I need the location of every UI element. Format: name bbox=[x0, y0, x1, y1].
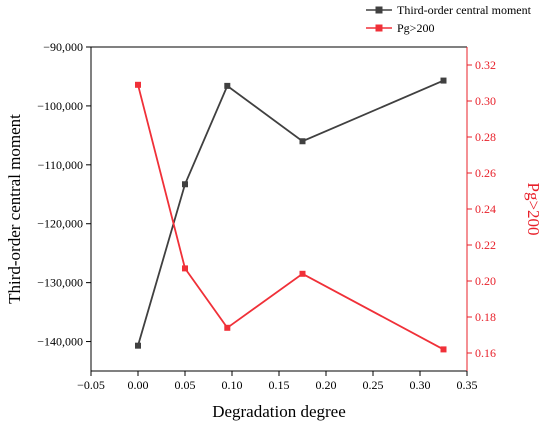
left-axis-title: Third-order central moment bbox=[5, 114, 24, 304]
x-tick-label: 0.10 bbox=[222, 378, 243, 392]
data-point-third-order bbox=[299, 138, 306, 145]
legend: Third-order central moment Pg>200 bbox=[366, 3, 532, 35]
right-tick-label: 0.28 bbox=[475, 130, 496, 144]
legend-label-pg200: Pg>200 bbox=[397, 21, 434, 35]
left-tick-label: −90,000 bbox=[43, 40, 83, 54]
series-line-pg200 bbox=[137, 84, 444, 351]
left-tick-label: −140,000 bbox=[37, 335, 83, 349]
data-point-third-order bbox=[224, 82, 231, 89]
right-axis-ticks: 0.16 0.18 0.20 0.22 0.24 0.26 0.28 0.30 0.32 bbox=[467, 58, 496, 360]
right-tick-label: 0.18 bbox=[475, 310, 496, 324]
data-point-third-order bbox=[440, 77, 447, 84]
right-tick-label: 0.32 bbox=[475, 58, 496, 72]
data-point-pg200 bbox=[182, 265, 188, 272]
right-axis-title: Pg>200 bbox=[524, 182, 543, 235]
left-tick-label: −100,000 bbox=[37, 99, 83, 113]
x-axis-title: Degradation degree bbox=[212, 402, 346, 421]
left-tick-label: −110,000 bbox=[38, 158, 83, 172]
data-point-pg200 bbox=[440, 346, 447, 353]
data-point-pg200 bbox=[135, 81, 141, 88]
legend-label-third-order: Third-order central moment bbox=[397, 3, 532, 17]
x-tick-label: 0.00 bbox=[128, 378, 149, 392]
left-tick-label: −120,000 bbox=[37, 217, 83, 231]
data-point-pg200 bbox=[224, 324, 231, 331]
x-tick-label: 0.15 bbox=[269, 378, 290, 392]
legend-item-third-order: Third-order central moment bbox=[366, 3, 532, 17]
right-tick-label: 0.22 bbox=[475, 238, 496, 252]
x-axis-ticks: −0.05 0.00 0.05 0.10 0.15 0.20 0.25 0.30 0.35 bbox=[77, 371, 478, 392]
x-tick-label: 0.05 bbox=[175, 378, 196, 392]
x-tick-label: 0.30 bbox=[410, 378, 431, 392]
data-point-pg200 bbox=[299, 270, 306, 277]
x-tick-label: 0.35 bbox=[457, 378, 478, 392]
right-tick-label: 0.20 bbox=[475, 274, 496, 288]
x-tick-label: −0.05 bbox=[77, 378, 105, 392]
x-tick-label: 0.25 bbox=[363, 378, 384, 392]
data-point-third-order bbox=[182, 181, 188, 188]
left-tick-label: −130,000 bbox=[37, 276, 83, 290]
data-point-third-order bbox=[135, 342, 141, 349]
legend-item-pg200: Pg>200 bbox=[366, 21, 434, 35]
right-tick-label: 0.16 bbox=[475, 346, 496, 360]
right-tick-label: 0.26 bbox=[475, 166, 496, 180]
right-tick-label: 0.24 bbox=[475, 202, 496, 216]
series-line-third-order bbox=[137, 79, 444, 346]
right-tick-label: 0.30 bbox=[475, 94, 496, 108]
x-tick-label: 0.20 bbox=[316, 378, 337, 392]
left-axis-ticks: −90,000 −100,000 −110,000 −120,000 −130,000 −… bbox=[37, 40, 91, 349]
series-layer bbox=[135, 77, 447, 353]
